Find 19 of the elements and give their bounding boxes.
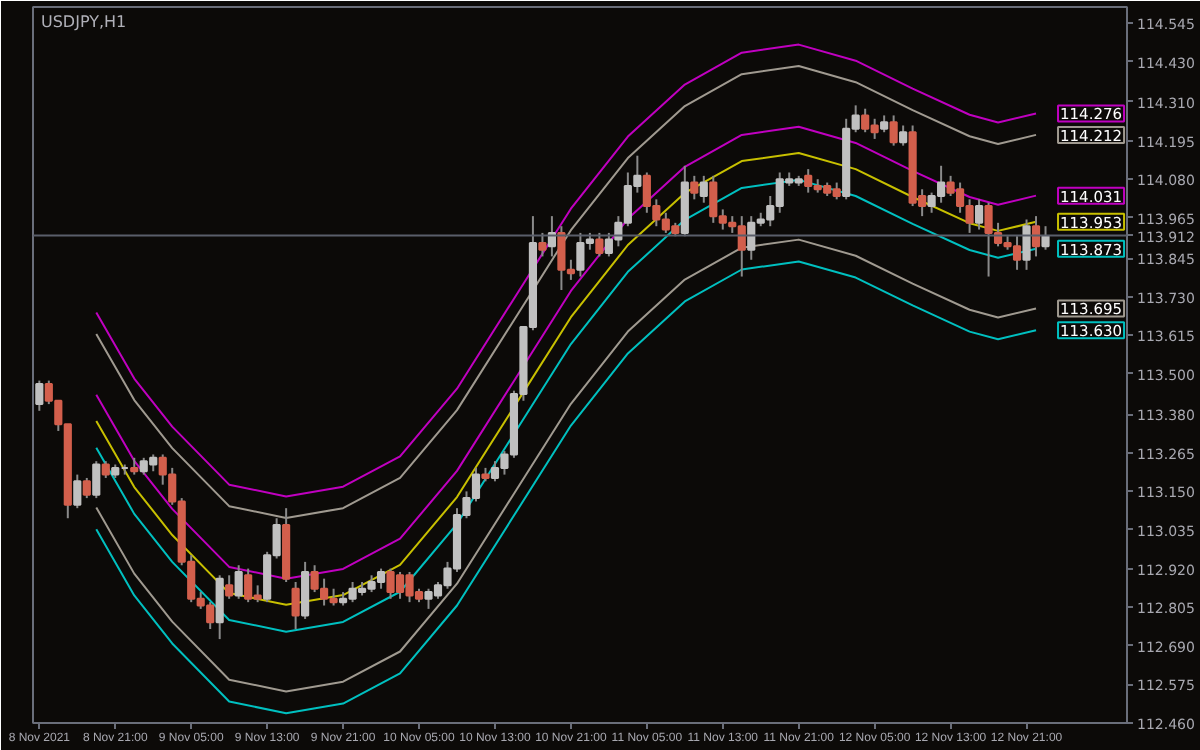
candlestick: [301, 560, 310, 620]
candlestick: [538, 231, 547, 258]
candlestick: [974, 198, 984, 231]
chart-title: USDJPY,H1: [41, 13, 127, 31]
candlestick: [225, 574, 234, 600]
candlestick: [291, 581, 300, 631]
candlestick: [234, 564, 243, 600]
candlestick: [92, 460, 101, 500]
candlestick: [699, 174, 708, 204]
candlestick: [215, 574, 224, 641]
candlestick: [1022, 218, 1031, 271]
candlestick: [35, 379, 44, 412]
candlestick: [1041, 225, 1050, 251]
candlestick: [899, 124, 908, 147]
candlestick: [82, 476, 91, 500]
candlestick: [595, 231, 604, 258]
candlestick: [889, 114, 898, 147]
candlestick: [690, 174, 699, 201]
candlestick: [73, 473, 82, 510]
